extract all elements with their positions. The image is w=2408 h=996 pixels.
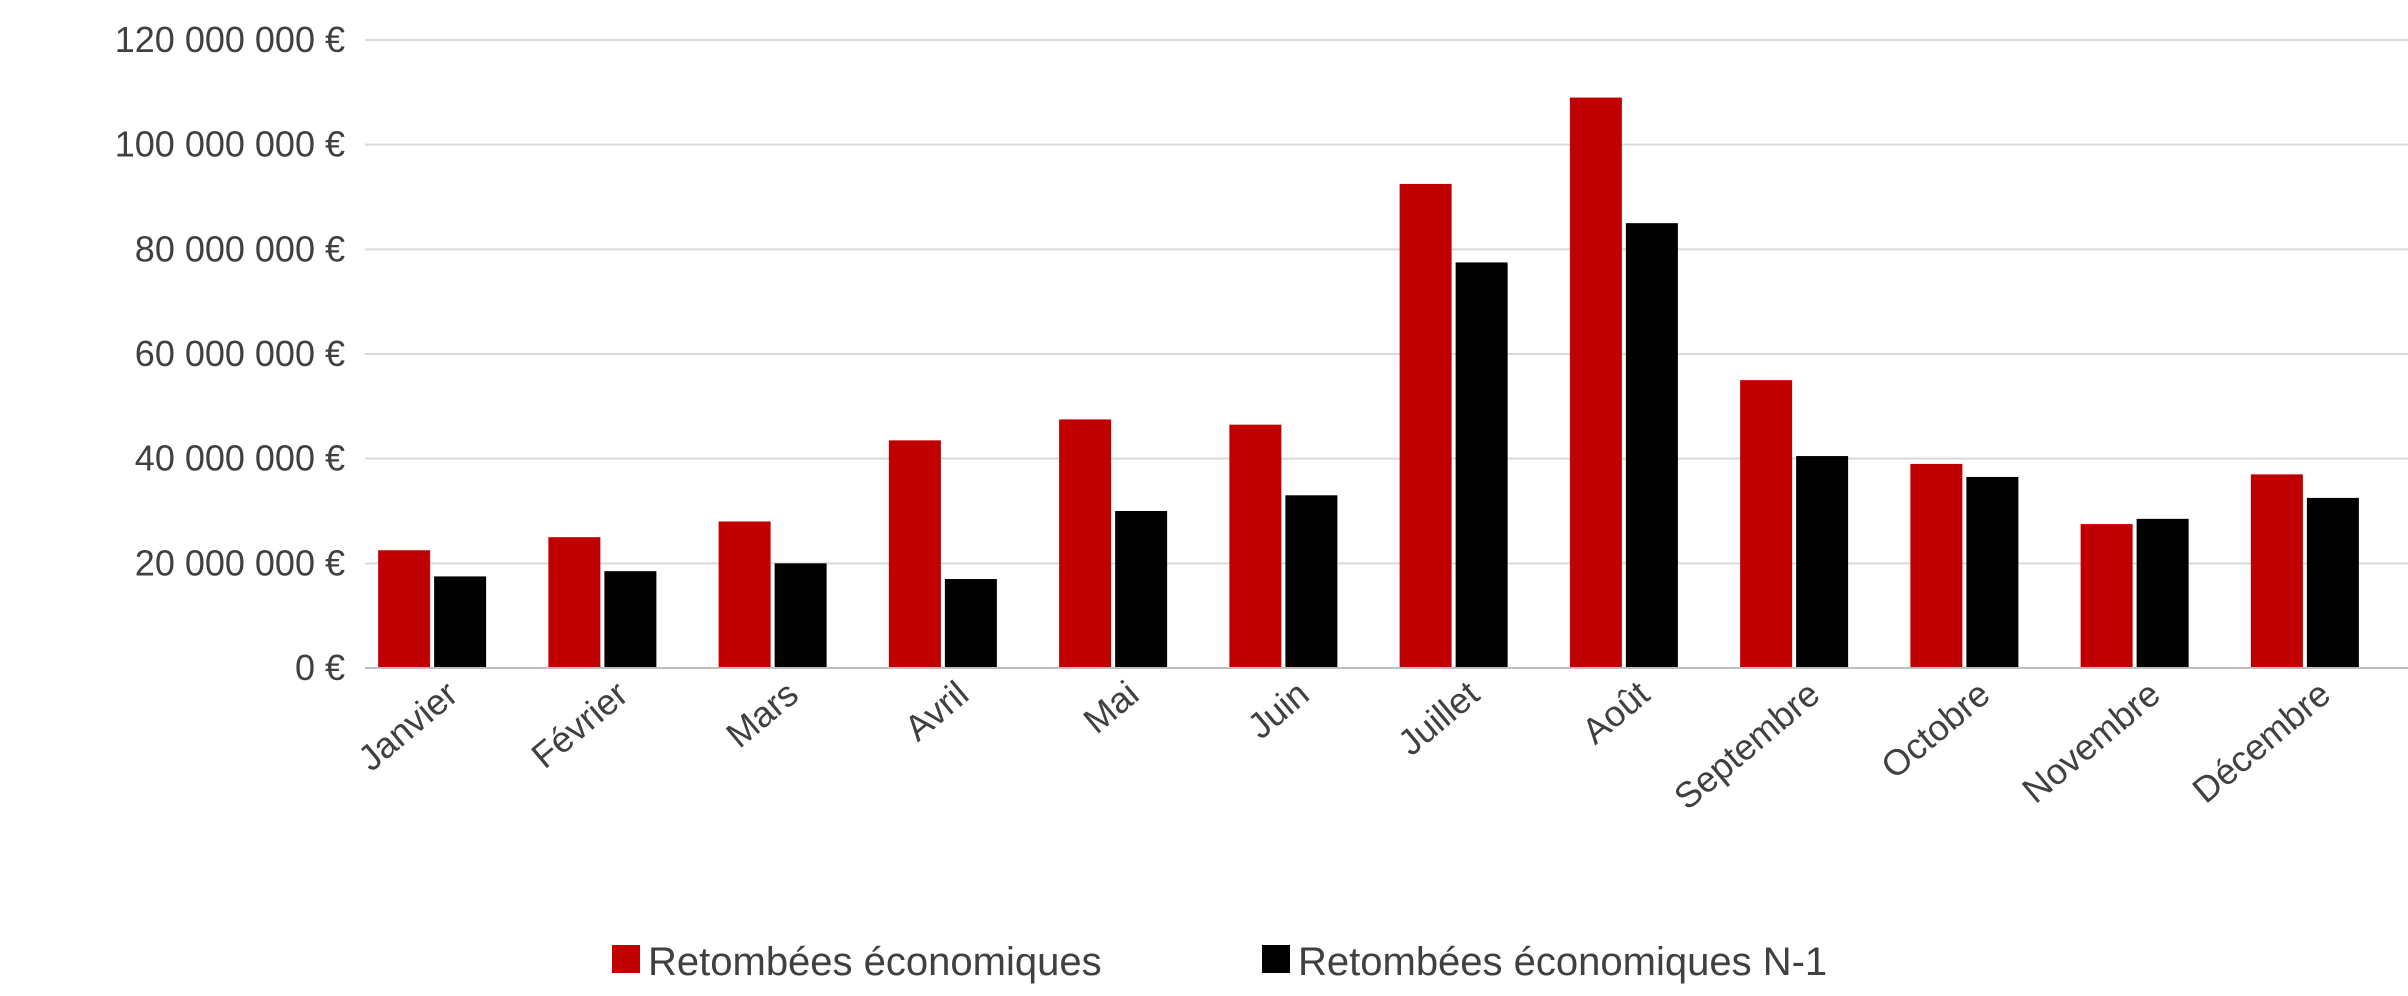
bars	[378, 97, 2359, 669]
x-category-label: Janvier	[350, 673, 465, 779]
bar-current-6	[1229, 424, 1282, 668]
x-category-label: Mars	[718, 673, 806, 756]
x-category-label: Août	[1574, 673, 1657, 752]
x-category-label: Septembre	[1666, 673, 1827, 818]
bar-previous-7	[1455, 262, 1508, 668]
bar-previous-5	[1115, 511, 1168, 668]
x-category-label: Avril	[897, 673, 976, 749]
bar-previous-2	[604, 571, 657, 668]
bar-previous-6	[1285, 495, 1338, 668]
bar-current-7	[1399, 183, 1452, 668]
x-axis-category-labels: Janvier Février Mars Avril Mai Juin Juillet Aoû…	[350, 673, 2338, 818]
bar-current-5	[1059, 419, 1112, 668]
y-tick-label: 0 €	[295, 647, 345, 688]
bar-current-4	[888, 440, 941, 668]
y-tick-label: 80 000 000 €	[135, 228, 345, 269]
y-axis-tick-labels: 0 € 20 000 000 € 40 000 000 € 60 000 000 € 8…	[115, 19, 345, 688]
bar-current-11	[2080, 524, 2133, 668]
bar-current-9	[1740, 380, 1793, 668]
legend-label: Retombées économiques N-1	[1298, 940, 1827, 984]
x-category-label: Décembre	[2184, 673, 2338, 811]
legend-label: Retombées économiques	[648, 940, 1102, 984]
bar-current-1	[378, 550, 431, 668]
bar-previous-10	[1966, 476, 2019, 668]
legend-swatch	[612, 945, 640, 973]
x-category-label: Novembre	[2014, 673, 2168, 811]
bar-previous-4	[944, 579, 997, 668]
x-category-label: Février	[523, 673, 635, 776]
bar-current-10	[1910, 463, 1963, 668]
bar-current-12	[2250, 474, 2303, 668]
y-tick-label: 40 000 000 €	[135, 438, 345, 479]
y-tick-label: 100 000 000 €	[115, 124, 345, 165]
bar-current-3	[718, 521, 771, 668]
x-category-label: Octobre	[1873, 673, 1997, 787]
bar-previous-11	[2136, 518, 2189, 668]
legend: Retombées économiques Retombées économiqu…	[612, 940, 1827, 984]
y-tick-label: 120 000 000 €	[115, 19, 345, 60]
legend-swatch	[1262, 945, 1290, 973]
bar-previous-12	[2306, 497, 2359, 668]
x-category-label: Juillet	[1390, 673, 1487, 764]
bar-previous-9	[1796, 456, 1849, 668]
x-category-label: Mai	[1075, 673, 1146, 742]
bar-previous-8	[1625, 223, 1678, 668]
bar-current-8	[1569, 97, 1622, 669]
gridlines	[365, 39, 2408, 565]
bar-previous-3	[774, 563, 827, 668]
bar-current-2	[548, 537, 601, 668]
y-tick-label: 60 000 000 €	[135, 333, 345, 374]
bar-previous-1	[434, 576, 487, 668]
x-category-label: Juin	[1240, 673, 1317, 747]
y-tick-label: 20 000 000 €	[135, 542, 345, 583]
